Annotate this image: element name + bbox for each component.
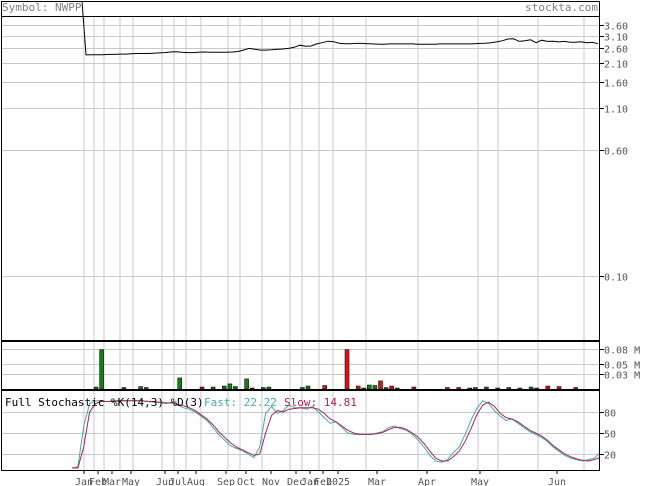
x-tick-label: Aug	[187, 477, 205, 486]
price-panel	[81, 0, 599, 56]
price-tick-label: 0.60	[604, 147, 628, 158]
volume-bar-up	[99, 349, 104, 390]
volume-tick-label: 0.05 M	[604, 361, 640, 372]
volume-bar-down	[378, 380, 383, 390]
volume-panel	[93, 349, 578, 390]
price-tick-label: 1.60	[604, 79, 628, 90]
volume-bar-down	[389, 385, 394, 390]
volume-bar-down	[344, 349, 350, 390]
volume-bar-up	[517, 387, 523, 390]
volume-bar-down	[534, 387, 539, 390]
volume-bar-up	[528, 386, 534, 390]
grid	[1, 16, 600, 470]
price-line	[81, 0, 599, 56]
volume-bar-down	[355, 385, 361, 390]
volume-bar-up	[495, 387, 500, 390]
volume-tick-label: 0.03 M	[604, 371, 640, 382]
volume-bar-up	[138, 386, 143, 390]
stochastic-panel	[71, 400, 601, 469]
volume-bar-up	[473, 387, 478, 390]
x-tick-label: May	[122, 477, 140, 486]
volume-bar-up	[93, 386, 99, 390]
price-tick-label: 2.10	[604, 60, 628, 71]
fast-value-label: Fast: 22.22	[204, 396, 277, 409]
x-tick-label: Jan	[301, 477, 319, 486]
x-tick-label: Apr	[418, 477, 436, 486]
volume-bar-up	[266, 386, 272, 390]
volume-bar-up	[177, 377, 182, 390]
volume-bar-up	[227, 383, 233, 390]
price-tick-label: 2.60	[604, 45, 628, 56]
stochastic-title: Full Stochastic %K(14,3) %D(3)	[5, 396, 204, 409]
volume-bar-up	[143, 387, 149, 390]
slow-value-label: Slow: 14.81	[284, 396, 357, 409]
volume-bar-up	[222, 385, 227, 390]
stochastic-line-fast	[71, 400, 601, 469]
x-tick-label: Feb	[89, 477, 107, 486]
price-tick-label: 0.10	[604, 273, 628, 284]
stochastic-tick-label: 80	[604, 409, 616, 420]
stochastic-line-slow	[72, 400, 601, 469]
volume-bar-up	[233, 386, 238, 390]
volume-bar-up	[300, 387, 305, 390]
x-tick-label: May	[471, 477, 489, 486]
volume-bar-down	[249, 387, 255, 390]
x-tick-label: Dec	[287, 477, 305, 486]
price-tick-label: 3.10	[604, 33, 628, 44]
volume-bar-down	[573, 387, 578, 390]
x-tick-label: Mar	[368, 477, 386, 486]
stochastic-tick-label: 20	[604, 451, 616, 462]
volume-bar-up	[305, 385, 311, 390]
x-tick-label: Feb	[314, 477, 332, 486]
volume-bar-up	[244, 378, 249, 390]
volume-bar-down	[322, 385, 327, 390]
volume-bar-down	[199, 386, 205, 390]
volume-frame	[1, 341, 600, 390]
volume-tick-label: 0.08 M	[604, 346, 640, 357]
price-tick-label: 3.60	[604, 22, 628, 33]
volume-bar-up	[261, 387, 266, 390]
panel-frames	[1, 1, 604, 474]
site-name: stockta.com	[525, 1, 598, 14]
volume-bar-down	[445, 387, 450, 390]
x-tick-label: Jun	[548, 477, 566, 486]
volume-bar-up	[467, 387, 472, 390]
stochastic-tick-label: 50	[604, 430, 616, 441]
x-tick-label: Mar	[103, 477, 121, 486]
x-tick-label: Jan	[75, 477, 93, 486]
x-tick-label: Nov	[262, 477, 280, 486]
price-tick-label: 1.10	[604, 105, 628, 116]
volume-bar-up	[121, 387, 127, 390]
volume-bar-up	[506, 387, 512, 390]
volume-bar-up	[361, 387, 366, 390]
x-tick-label: Sep	[217, 477, 235, 486]
volume-bar-up	[394, 387, 400, 390]
x-tick-label: 2025	[326, 477, 350, 486]
price-frame	[1, 16, 600, 341]
volume-bar-up	[383, 387, 389, 390]
x-tick-label: Jun	[156, 477, 174, 486]
volume-bar-down	[456, 387, 461, 390]
x-tick-label: Jul	[169, 477, 187, 486]
symbol-label: Symbol: NWPP	[2, 1, 82, 14]
volume-bar-up	[484, 386, 489, 390]
volume-bar-down	[545, 385, 551, 390]
volume-bar-up	[210, 386, 216, 390]
axis-labels: Symbol: NWPP stockta.com Full Stochastic…	[2, 1, 640, 486]
x-tick-label: Oct	[237, 477, 255, 486]
volume-bar-down	[411, 386, 417, 390]
volume-bar-down	[556, 386, 562, 390]
volume-bar-up	[367, 384, 372, 390]
volume-bar-up	[372, 385, 378, 390]
